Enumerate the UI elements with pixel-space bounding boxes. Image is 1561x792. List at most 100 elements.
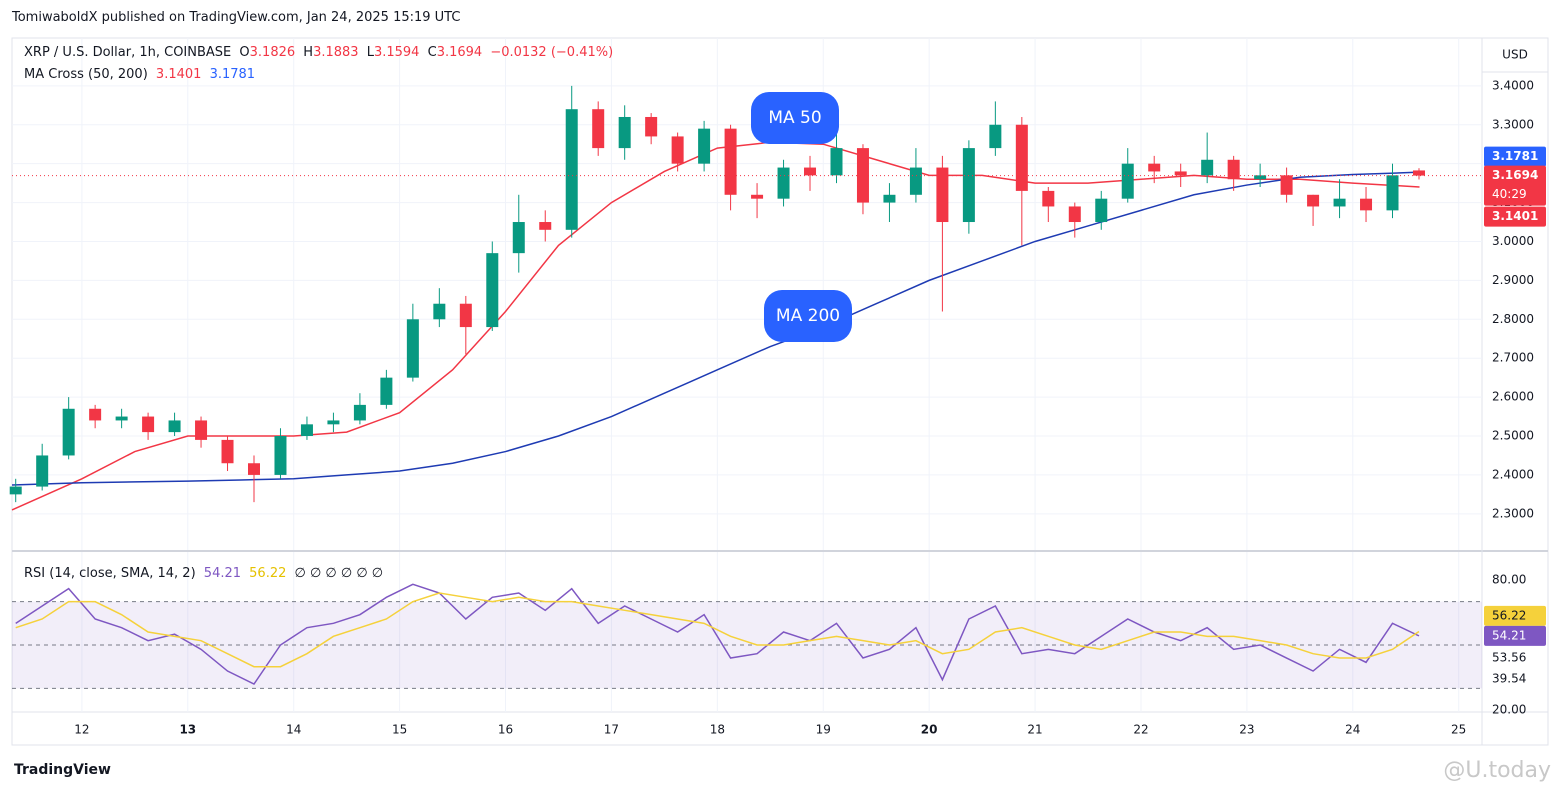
candle-body (1068, 206, 1081, 223)
x-tick-label: 22 (1133, 723, 1148, 737)
candle-body (1333, 198, 1346, 207)
x-tick-label: 17 (604, 723, 619, 737)
candle-body (36, 455, 49, 487)
candle-body (539, 222, 552, 230)
candle-body (883, 194, 896, 203)
x-tick-label: 13 (179, 723, 196, 737)
ma200-value: 3.1781 (209, 67, 256, 82)
candle-body (1254, 175, 1267, 180)
candle-body (1386, 175, 1399, 211)
scale-value: 53.56 (1492, 650, 1526, 664)
candle-body (512, 222, 525, 254)
candle-body (1148, 163, 1161, 172)
ma50-value: 3.1401 (155, 67, 202, 82)
symbol: XRP / U.S. Dollar, 1h, COINBASE (24, 45, 232, 60)
x-tick-label: 12 (74, 723, 89, 737)
candle-body (1307, 194, 1320, 207)
price-badge: 3.1694 (1492, 168, 1538, 182)
candle-body (724, 128, 737, 195)
o-value: 3.1826 (249, 45, 296, 60)
candle-body (777, 167, 790, 199)
candle-body (1227, 159, 1240, 180)
x-tick-label: 25 (1451, 723, 1466, 737)
candle-body (195, 420, 208, 440)
candle-body (380, 377, 393, 405)
candle-body (486, 253, 499, 328)
candle-body (989, 124, 1002, 149)
candle-body (592, 109, 605, 149)
y-tick-label: 2.5000 (1492, 429, 1534, 443)
rsi-ma-badge-bg (1484, 605, 1546, 626)
candle-body (353, 404, 366, 421)
ma200-badge: 3.1781 (1492, 149, 1538, 163)
scale-value: 39.54 (1492, 671, 1526, 685)
y-tick-label: 2.6000 (1492, 390, 1534, 404)
candle-body (671, 136, 684, 164)
candle-body (9, 486, 22, 495)
brand: TradingView (14, 762, 111, 778)
ma50-badge-bg (1484, 206, 1546, 227)
rsi-title: RSI (14, close, SMA, 14, 2) (24, 566, 196, 581)
y-tick-label: 2.8000 (1492, 312, 1534, 326)
ohlc: O3.1826 H3.1883 L3.1594 C3.1694 −0.0132 … (239, 45, 617, 60)
x-tick-label: 18 (710, 723, 725, 737)
candle-body (327, 420, 340, 425)
y-tick-label: 20.00 (1492, 703, 1526, 717)
candle-body (62, 408, 75, 456)
candle-body (115, 416, 128, 421)
rsi-badge: 54.21 (1492, 628, 1526, 642)
indicator: MA Cross (50, 200) (24, 67, 148, 82)
candle-body (221, 439, 234, 464)
candle-body (698, 128, 711, 164)
y-tick-label: 3.3000 (1492, 117, 1534, 131)
ma-legend: MA Cross (50, 200) 3.1401 3.1781 (24, 67, 259, 82)
ma50-badge: 3.1401 (1492, 209, 1538, 223)
candle-body (433, 303, 446, 320)
candle-body (1201, 159, 1214, 176)
rsi-ma-badge: 56.22 (1492, 608, 1526, 622)
candle-body (565, 109, 578, 230)
y-tick-label: 3.0000 (1492, 234, 1534, 248)
x-tick-label: 24 (1345, 723, 1360, 737)
candle-body (1121, 163, 1134, 199)
c-label: C (427, 45, 437, 60)
candle-body (89, 408, 102, 421)
x-tick-label: 14 (286, 723, 301, 737)
l-value: 3.1594 (373, 45, 420, 60)
candle-body (1042, 190, 1055, 207)
candle-body (406, 319, 419, 378)
ma200-badge-bg (1484, 146, 1546, 167)
candle-body (936, 167, 949, 223)
price-badge-bg (1484, 165, 1546, 206)
candle-body (1174, 171, 1187, 176)
line-ma (11, 141, 1420, 511)
line-ma (11, 171, 1420, 486)
y-tick-label: 3.4000 (1492, 78, 1534, 92)
countdown: 40:29 (1492, 187, 1527, 201)
x-tick-label: 15 (392, 723, 407, 737)
l-label: L (366, 45, 374, 60)
candle-body (804, 167, 817, 176)
h-label: H (303, 45, 314, 60)
na-labels: ∅ ∅ ∅ ∅ ∅ ∅ (294, 566, 384, 581)
ma-annotation: MA 200 (776, 306, 840, 326)
ma-annotation-bg (764, 290, 852, 342)
candle-body (142, 416, 155, 433)
y-tick-label: 2.3000 (1492, 506, 1534, 520)
candle-body (247, 463, 260, 475)
candle-body (1280, 175, 1293, 195)
candle-body (856, 148, 869, 203)
ma-annotation-bg (751, 92, 839, 144)
price-legend: XRP / U.S. Dollar, 1h, COINBASE O3.1826 … (24, 45, 621, 60)
rsi-value: 54.21 (203, 566, 242, 581)
candle-body (274, 436, 287, 475)
publisher: TomiwaboldX published on TradingView.com… (12, 10, 461, 25)
rsi-badge-bg (1484, 625, 1546, 646)
x-tick-label: 19 (816, 723, 831, 737)
line-rsi-ma (15, 592, 1420, 668)
candle-body (1412, 170, 1425, 176)
c-value: 3.1694 (436, 45, 483, 60)
y-tick-label: 80.00 (1492, 572, 1526, 586)
